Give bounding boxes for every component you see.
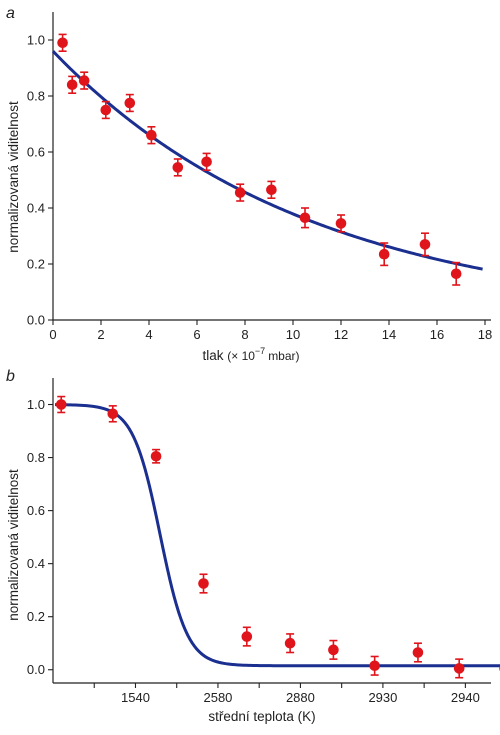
a-x-tick-label: 4 [145,327,152,342]
a-x-tick-label: 8 [241,327,248,342]
b-data-point [107,405,119,423]
a-x-tick-label: 6 [193,327,200,342]
a-data-marker [57,37,68,49]
panel-b-y-axis-label: normalizovaná viditelnost [6,469,21,621]
a-data-marker [78,75,90,86]
b-y-tick-label: 0.8 [27,450,45,465]
b-y-tick-label: 0.0 [27,662,45,677]
a-data-marker [66,79,78,91]
a-data-marker [100,104,112,116]
panel-a-x-ticks: 0 2 4 6 8 10 12 14 16 18 [49,320,492,342]
a-data-marker [299,212,311,224]
a-data-point [172,158,184,177]
a-data-point [57,33,68,53]
a-data-point [378,242,390,267]
b-y-tick-label: 0.6 [27,503,45,518]
b-data-marker [55,399,67,410]
a-data-marker [378,248,390,260]
a-data-marker [335,218,347,229]
b-y-tick-label: 1.0 [27,397,45,412]
a-y-tick-label: 0.8 [27,89,45,104]
panel-b-x-ticks: 1540 2580 2880 2930 2940 [93,683,480,705]
b-y-tick-label: 0.4 [27,556,45,571]
a-data-point [66,75,78,94]
a-data-marker [450,268,462,280]
b-y-tick-label: 0.2 [27,609,45,624]
b-data-marker [107,408,119,420]
panel-b-data-points [55,395,500,679]
a-data-marker [201,156,212,168]
a-x-tick-label: 2 [97,327,104,342]
b-data-marker [453,663,465,674]
a-y-tick-label: 0.4 [27,201,45,216]
a-x-tick-label: 14 [382,327,396,342]
a-data-point [100,100,112,120]
panel-a-x-label-main: tlak [202,348,223,363]
a-x-tick-label: 10 [286,327,300,342]
b-data-point [453,658,465,679]
b-data-point [369,655,380,676]
panel-a-x-label-unit-prefix: (× 10 [227,349,255,363]
a-y-tick-label: 0.0 [27,313,45,328]
a-data-point [146,126,157,145]
a-x-tick-label: 18 [478,327,492,342]
b-x-tick-label: 2580 [203,690,232,705]
b-data-point [284,633,296,654]
chart-panel-a: a 0 2 4 6 8 10 12 14 16 18 0.0 0.2 0.4 0.6 0.8 1.0 tla… [6,5,492,363]
b-data-marker [412,647,424,658]
panel-a-y-ticks: 0.0 0.2 0.4 0.6 0.8 1.0 [27,33,53,328]
b-data-point [241,626,253,647]
b-data-marker [369,660,380,672]
a-data-point [335,214,347,233]
b-data-marker [328,644,339,656]
b-data-marker [150,450,162,462]
panel-b-fit-curve [55,403,500,668]
a-data-marker [266,184,277,196]
b-x-tick-label: 2930 [368,690,397,705]
b-x-tick-label: 2880 [286,690,315,705]
a-data-point [78,71,90,90]
b-data-point [150,448,162,464]
a-data-marker [124,97,136,109]
a-data-point [124,93,136,113]
panel-a-fit-curve [51,50,483,271]
a-data-point [419,232,431,257]
panel-b-letter: b [6,368,15,385]
b-x-tick-label: 1540 [121,690,150,705]
panel-a-letter: a [6,5,15,22]
a-data-marker [146,129,157,141]
b-data-marker [284,637,296,649]
panel-b-y-ticks: 0.0 0.2 0.4 0.6 0.8 1.0 [27,397,53,677]
panel-a-y-axis-label: normalizovaná viditelnost [6,101,21,253]
a-data-point [450,261,462,286]
b-data-marker [198,578,209,589]
panel-a-data-points [57,33,462,286]
a-data-point [299,207,311,229]
chart-panel-b: b 1540 2580 2880 2930 2940 0.0 0.2 0.4 0.6 0.8 1.… [6,368,500,724]
b-data-point [412,642,424,663]
a-data-point [201,152,212,171]
a-y-tick-label: 0.6 [27,145,45,160]
panel-a-x-label-unit-exponent: −7 [255,346,265,356]
b-data-marker [241,631,253,642]
a-y-tick-label: 1.0 [27,33,45,48]
b-data-point [198,573,209,594]
b-data-point [55,395,67,414]
b-data-point [328,639,339,660]
panel-a-x-axis-label: tlak (× 10−7 mbar) [202,346,299,363]
a-data-point [234,183,246,202]
panel-b-x-axis-label: střední teplota (K) [208,709,315,724]
a-x-tick-label: 16 [430,327,444,342]
a-data-marker [419,239,431,250]
a-data-marker [234,187,246,198]
a-data-point [266,180,277,199]
a-x-tick-label: 12 [334,327,348,342]
a-x-tick-label: 0 [49,327,56,342]
panel-a-x-label-unit-suffix: mbar) [268,349,299,363]
b-x-tick-label: 2940 [451,690,480,705]
a-y-tick-label: 0.2 [27,257,45,272]
a-data-marker [172,162,184,173]
